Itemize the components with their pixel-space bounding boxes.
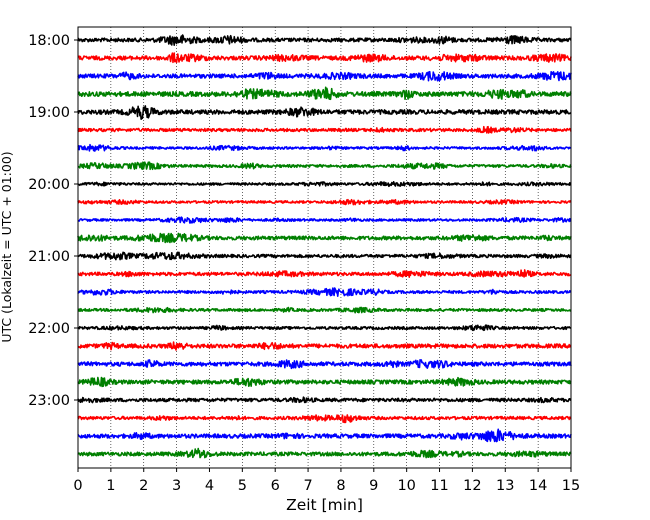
x-tick-label: 3 — [172, 478, 181, 494]
x-tick-label: 10 — [397, 478, 415, 494]
plot-frame — [77, 26, 572, 469]
trace-line — [77, 198, 572, 206]
y-tick-label: 19:00 — [28, 105, 70, 121]
trace-line — [77, 86, 572, 101]
y-tick-label: 23:00 — [28, 393, 70, 409]
x-axis-ticks: 0 1 2 3 4 5 6 7 8 9 10 11 12 13 14 15 — [73, 468, 580, 494]
trace-line — [77, 447, 572, 459]
y-axis-label: UTC (Lokalzeit = UTC + 01:00) — [0, 151, 14, 342]
x-tick-label: 9 — [369, 478, 378, 494]
x-tick-label: 11 — [430, 478, 448, 494]
x-tick-label: 14 — [529, 478, 547, 494]
x-tick-label: 6 — [271, 478, 280, 494]
x-tick-label: 0 — [73, 478, 82, 494]
trace-line — [77, 428, 572, 443]
x-tick-label: 4 — [205, 478, 214, 494]
trace-line — [77, 143, 572, 152]
trace-line — [77, 414, 572, 424]
trace-line — [77, 287, 572, 297]
trace-line — [77, 376, 572, 388]
trace-line — [77, 396, 572, 404]
trace-line — [77, 251, 572, 261]
y-tick-label: 21:00 — [28, 249, 70, 265]
y-tick-label: 18:00 — [28, 33, 70, 49]
x-tick-label: 5 — [238, 478, 247, 494]
trace-line — [77, 180, 572, 188]
seismic-traces — [77, 34, 572, 459]
x-tick-label: 2 — [139, 478, 148, 494]
trace-line — [77, 269, 572, 278]
trace-line — [77, 216, 572, 224]
trace-line — [77, 52, 572, 64]
x-tick-label: 15 — [562, 478, 580, 494]
x-tick-label: 1 — [106, 478, 115, 494]
trace-line — [77, 306, 572, 314]
x-tick-label: 7 — [303, 478, 312, 494]
trace-line — [77, 70, 572, 82]
trace-line — [77, 341, 572, 351]
x-tick-label: 8 — [336, 478, 345, 494]
x-tick-label: 12 — [463, 478, 481, 494]
x-tick-label: 13 — [496, 478, 514, 494]
trace-line — [77, 34, 572, 46]
trace-line — [77, 324, 572, 332]
trace-line — [77, 125, 572, 134]
x-axis-label: Zeit [min] — [286, 496, 363, 514]
trace-line — [77, 359, 572, 370]
y-tick-label: 22:00 — [28, 321, 70, 337]
trace-line — [77, 161, 572, 171]
trace-line — [77, 232, 572, 244]
y-axis-ticks: 18:00 19:00 20:00 21:00 22:00 23:00 — [28, 33, 78, 409]
trace-line — [77, 105, 572, 121]
y-tick-label: 20:00 — [28, 177, 70, 193]
